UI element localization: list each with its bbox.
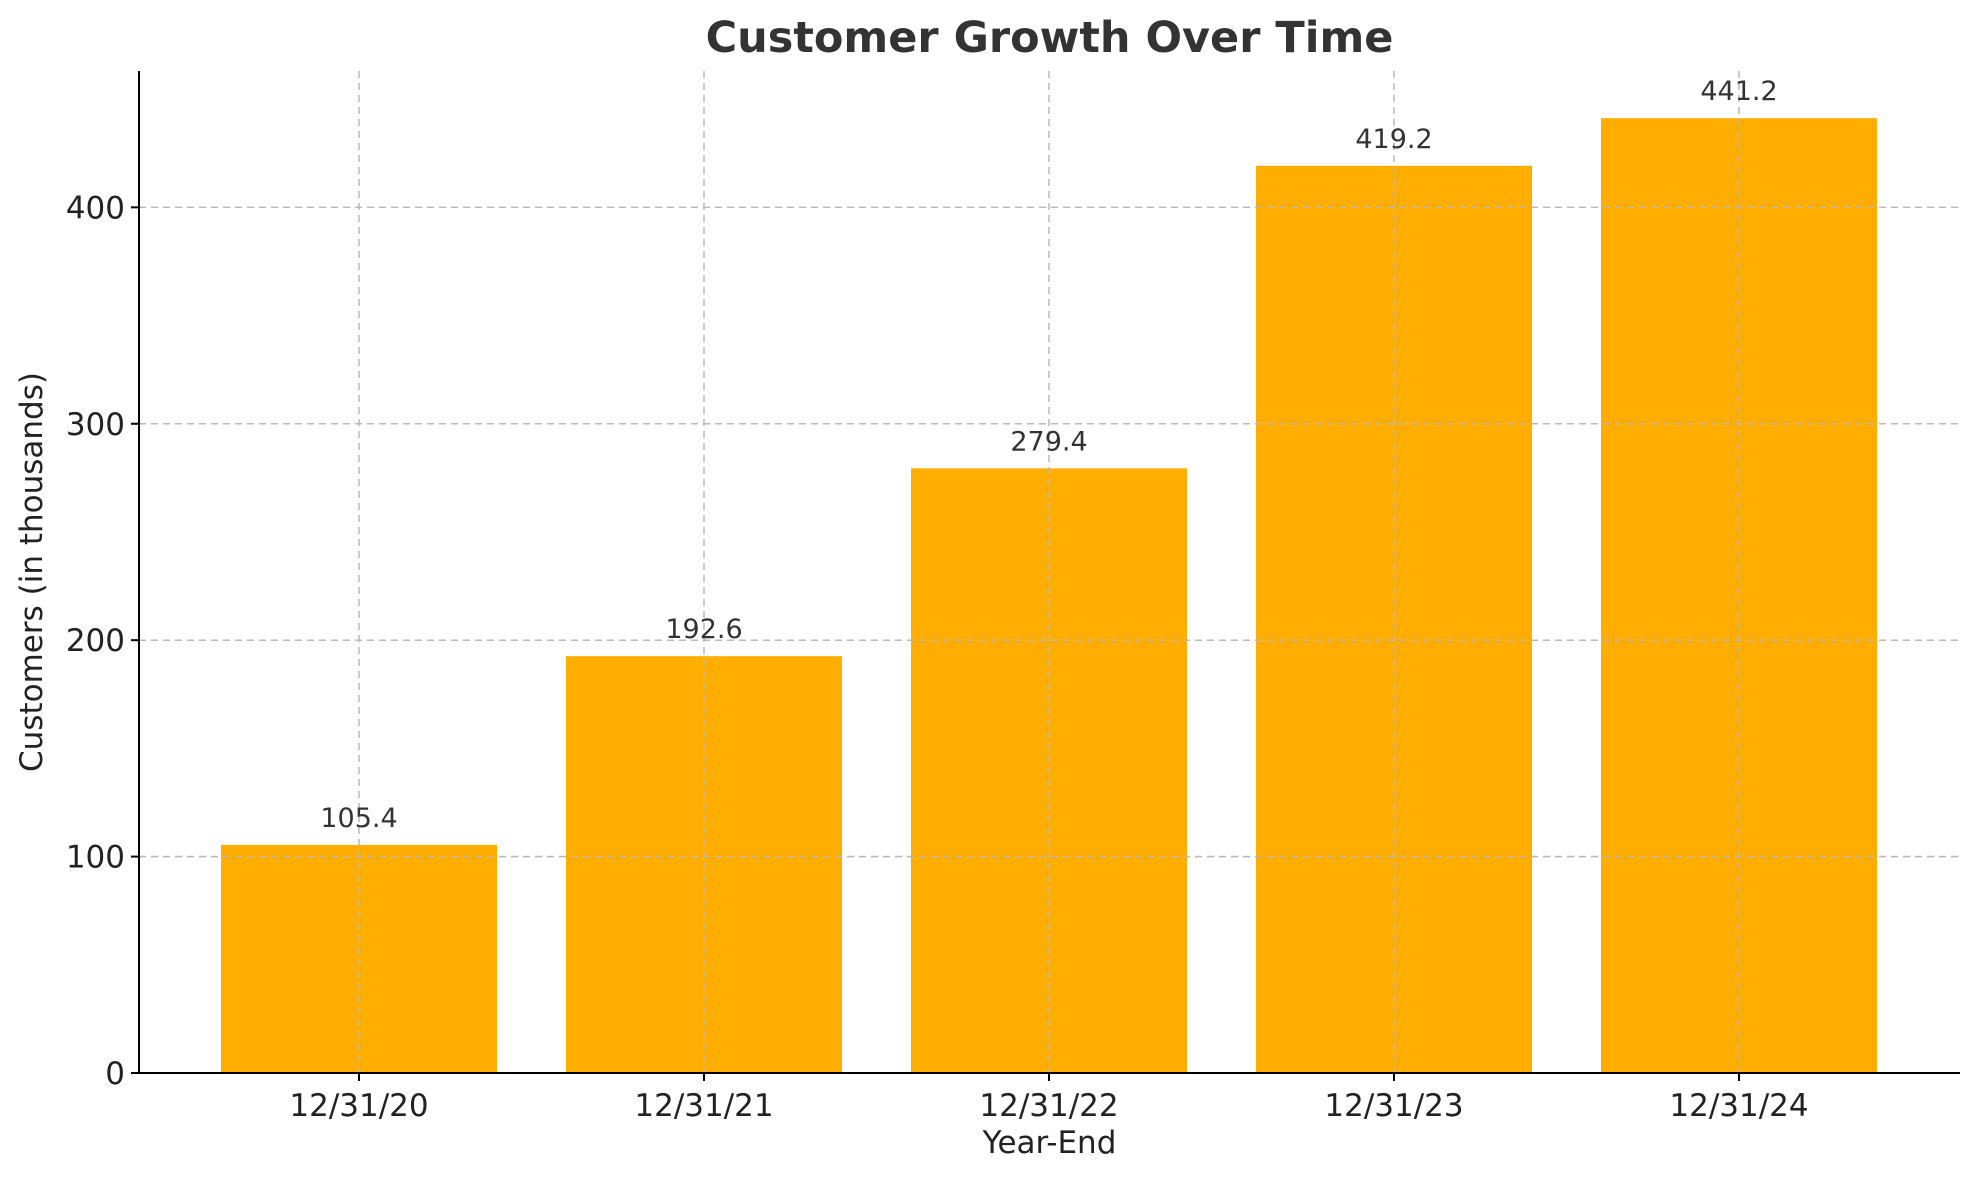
x-tick-label: 12/31/22 bbox=[979, 1088, 1118, 1124]
bar-value-label: 419.2 bbox=[1355, 124, 1432, 155]
y-axis-label: Customers (in thousands) bbox=[14, 372, 50, 772]
bars bbox=[139, 71, 1960, 1074]
x-tick-label: 12/31/24 bbox=[1669, 1088, 1808, 1124]
x-ticks: 12/31/20 12/31/21 12/31/22 12/31/23 12/31/24 bbox=[289, 1073, 1809, 1124]
chart-title: Customer Growth Over Time bbox=[706, 13, 1394, 63]
bar-value-label: 192.6 bbox=[665, 614, 742, 645]
bar-value-label: 279.4 bbox=[1010, 426, 1087, 457]
x-tick-label: 12/31/23 bbox=[1324, 1088, 1463, 1124]
data-labels: 105.4 192.6 279.4 419.2 441.2 bbox=[320, 76, 1777, 834]
y-tick-label: 300 bbox=[66, 407, 125, 443]
x-tick-label: 12/31/21 bbox=[634, 1088, 773, 1124]
y-tick-label: 100 bbox=[66, 840, 125, 876]
y-tick-label: 0 bbox=[105, 1056, 125, 1092]
bar-value-label: 105.4 bbox=[320, 803, 397, 834]
x-tick-label: 12/31/20 bbox=[289, 1088, 428, 1124]
x-axis-label: Year-End bbox=[982, 1125, 1117, 1161]
y-ticks: 0 100 200 300 400 bbox=[66, 190, 139, 1092]
y-tick-label: 400 bbox=[66, 190, 125, 226]
bar-value-label: 441.2 bbox=[1700, 76, 1777, 107]
y-tick-label: 200 bbox=[66, 623, 125, 659]
